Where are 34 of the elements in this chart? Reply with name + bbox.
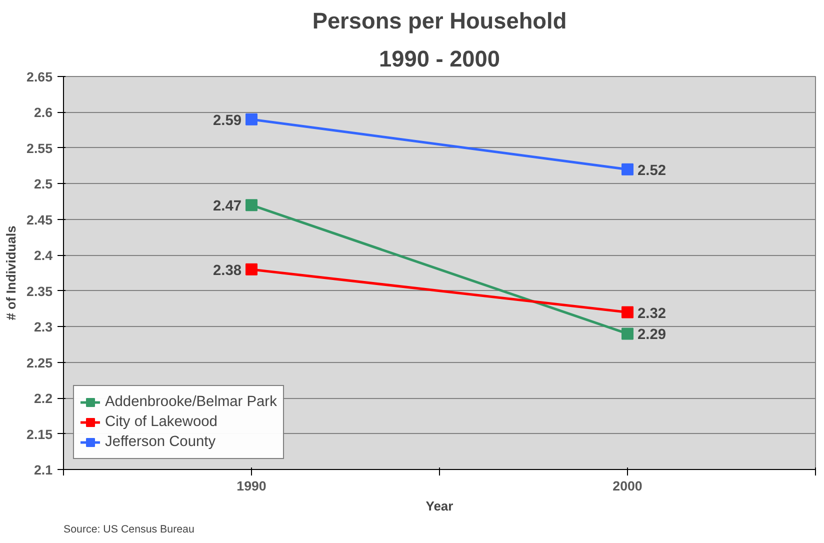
legend-label: City of Lakewood (105, 414, 218, 430)
point (246, 263, 258, 276)
y-tick-label: 2.15 (26, 426, 54, 442)
data-label: 2.32 (638, 306, 666, 322)
y-axis-title: # of Individuals (4, 226, 19, 320)
data-label: 2.29 (638, 327, 666, 344)
legend-label: Addenbrooke/Belmar Park (105, 394, 277, 410)
x-tick-label: 1990 (236, 478, 266, 494)
chart-subtitle: 1990 - 2000 (379, 46, 500, 72)
data-label: 2.47 (212, 198, 242, 215)
x-tick-label: 2000 (612, 478, 642, 494)
x-axis-title: Year (426, 498, 454, 514)
legend-label: Jefferson County (105, 434, 216, 450)
y-tick-label: 2.1 (34, 462, 54, 478)
data-label: 2.38 (212, 262, 242, 279)
chart-title: Persons per Household (312, 8, 567, 34)
y-tick-label: 2.65 (26, 70, 54, 84)
y-tick-label: 2.6 (34, 105, 53, 120)
point (246, 199, 258, 212)
point (622, 306, 634, 318)
y-tick-label: 2.35 (26, 284, 54, 299)
point (246, 113, 258, 126)
point (622, 163, 634, 176)
data-label: 2.52 (638, 162, 666, 179)
y-tick-label: 2.25 (26, 355, 54, 370)
y-tick-label: 2.45 (26, 212, 54, 228)
y-tick-label: 2.3 (34, 320, 53, 335)
point (622, 328, 634, 340)
source-note: Source: US Census Bureau (64, 524, 194, 536)
data-label: 2.59 (212, 112, 242, 129)
y-tick-label: 2.4 (34, 248, 54, 264)
y-tick-label: 2.5 (34, 176, 54, 192)
y-tick-label: 2.2 (34, 391, 53, 406)
y-tick-label: 2.55 (26, 140, 54, 156)
